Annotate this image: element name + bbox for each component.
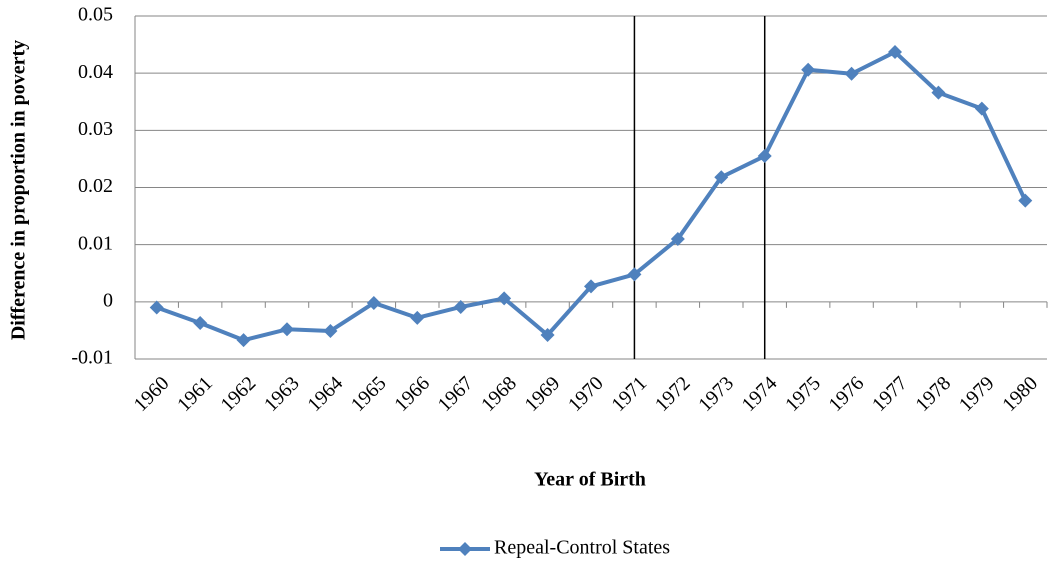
y-tick-label: 0 bbox=[103, 289, 113, 311]
x-tick-label: 1964 bbox=[303, 372, 347, 416]
legend-marker bbox=[458, 542, 472, 556]
data-marker bbox=[149, 300, 164, 315]
data-marker bbox=[974, 101, 989, 116]
x-tick-label: 1966 bbox=[390, 372, 434, 416]
y-tick-label: 0.05 bbox=[78, 4, 113, 26]
x-tick-label: 1967 bbox=[434, 372, 478, 416]
x-tick-label: 1977 bbox=[868, 372, 912, 416]
x-tick-label: 1969 bbox=[521, 372, 565, 416]
data-marker bbox=[366, 295, 381, 310]
x-tick-label: 1971 bbox=[607, 372, 651, 416]
data-marker bbox=[193, 315, 208, 330]
x-tick-label: 1961 bbox=[173, 372, 217, 416]
data-marker bbox=[1018, 193, 1033, 208]
legend-label: Repeal-Control States bbox=[494, 537, 670, 559]
x-tick-label: 1960 bbox=[130, 372, 174, 416]
x-tick-label: 1965 bbox=[347, 372, 391, 416]
data-marker bbox=[497, 291, 512, 306]
y-tick-label: 0.04 bbox=[78, 61, 113, 83]
y-tick-label: 0.02 bbox=[78, 175, 113, 197]
data-marker bbox=[280, 322, 294, 337]
data-marker bbox=[844, 66, 859, 81]
y-tick-label: 0.03 bbox=[78, 118, 113, 140]
data-marker bbox=[584, 279, 598, 294]
data-marker bbox=[757, 149, 772, 164]
x-tick-label: 1980 bbox=[998, 372, 1042, 416]
data-marker bbox=[410, 310, 425, 325]
x-tick-label: 1974 bbox=[738, 372, 782, 416]
data-marker bbox=[323, 323, 338, 338]
data-marker bbox=[540, 327, 555, 342]
x-tick-label: 1973 bbox=[694, 372, 738, 416]
data-marker bbox=[627, 267, 642, 282]
data-marker bbox=[714, 170, 729, 185]
data-marker bbox=[801, 62, 816, 77]
data-marker bbox=[236, 333, 251, 348]
y-axis-title: Difference in proportion in poverty bbox=[8, 40, 30, 340]
x-tick-label: 1979 bbox=[955, 372, 999, 416]
data-marker bbox=[931, 85, 946, 100]
x-tick-label: 1970 bbox=[564, 372, 608, 416]
data-marker bbox=[453, 299, 468, 314]
x-tick-label: 1978 bbox=[911, 372, 955, 416]
x-tick-label: 1972 bbox=[651, 372, 695, 416]
x-tick-label: 1976 bbox=[825, 372, 869, 416]
y-tick-label: -0.01 bbox=[71, 347, 113, 369]
x-tick-label: 1963 bbox=[260, 372, 304, 416]
x-axis-title: Year of Birth bbox=[534, 469, 646, 491]
x-tick-label: 1975 bbox=[781, 372, 825, 416]
x-tick-label: 1968 bbox=[477, 372, 521, 416]
y-tick-label: 0.01 bbox=[78, 232, 113, 254]
x-tick-label: 1962 bbox=[217, 372, 261, 416]
data-marker bbox=[670, 231, 685, 246]
series-line bbox=[156, 50, 1028, 343]
data-marker bbox=[888, 45, 902, 60]
